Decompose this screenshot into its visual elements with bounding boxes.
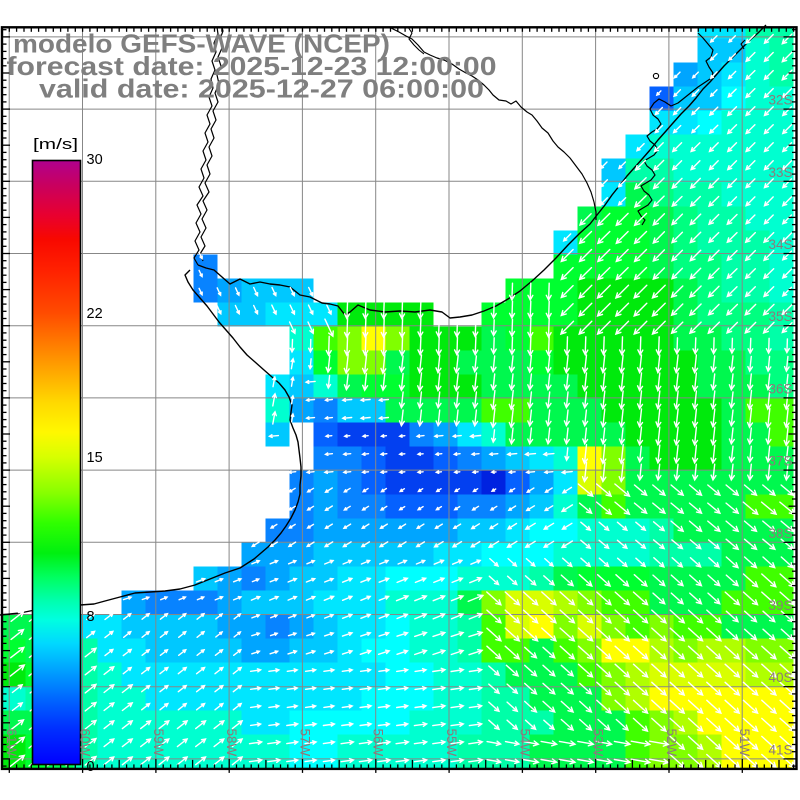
svg-text:36S: 36S	[768, 381, 792, 396]
svg-text:41S: 41S	[768, 742, 792, 757]
svg-text:30: 30	[87, 152, 103, 168]
svg-text:35S: 35S	[768, 309, 792, 324]
svg-text:56W: 56W	[371, 729, 386, 757]
svg-text:58W: 58W	[224, 729, 239, 757]
svg-text:39S: 39S	[768, 598, 792, 613]
svg-text:modelo GEFS-WAVE (NCEP): modelo GEFS-WAVE (NCEP)	[13, 29, 390, 59]
svg-text:52W: 52W	[664, 729, 679, 757]
svg-text:34S: 34S	[768, 237, 792, 252]
svg-text:59W: 59W	[151, 729, 166, 757]
svg-text:51W: 51W	[737, 729, 752, 757]
svg-text:33S: 33S	[768, 165, 792, 180]
svg-text:8: 8	[87, 609, 95, 625]
svg-text:38S: 38S	[768, 526, 792, 541]
svg-text:37S: 37S	[768, 454, 792, 469]
svg-text:54W: 54W	[517, 729, 532, 757]
svg-text:40S: 40S	[768, 670, 792, 685]
svg-text:60W: 60W	[78, 729, 93, 757]
svg-text:valid date: 2025-12-27 06:00:0: valid date: 2025-12-27 06:00:00	[39, 74, 484, 104]
svg-text:57W: 57W	[297, 729, 312, 757]
svg-text:53W: 53W	[591, 729, 606, 757]
svg-text:15: 15	[87, 450, 103, 466]
svg-text:forecast date: 2025-12-23 12:0: forecast date: 2025-12-23 12:00:00	[7, 51, 497, 81]
svg-text:55W: 55W	[444, 729, 459, 757]
svg-text:61W: 61W	[4, 729, 19, 757]
svg-text:32S: 32S	[768, 93, 792, 108]
svg-text:[m/s]: [m/s]	[33, 137, 78, 153]
svg-text:0: 0	[87, 759, 95, 775]
svg-text:22: 22	[87, 306, 103, 322]
